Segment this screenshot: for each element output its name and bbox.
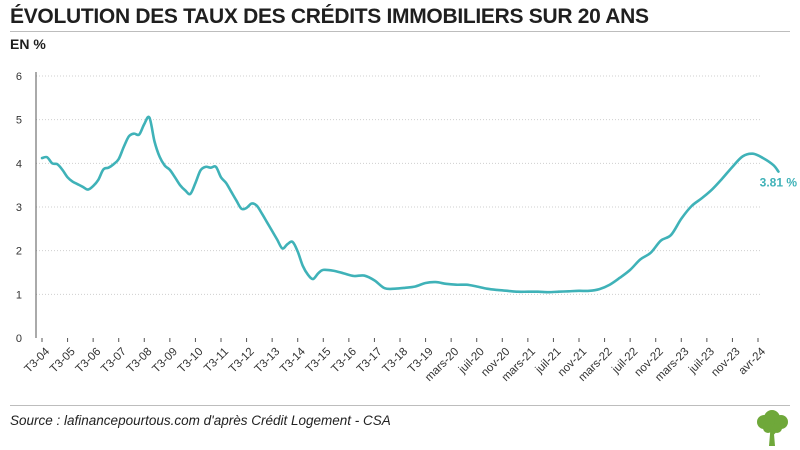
y-tick-label: 6 (16, 71, 22, 83)
x-tick-label: T3-17 (355, 346, 385, 376)
gridlines (36, 75, 762, 295)
y-tick-label: 3 (16, 202, 22, 214)
title-divider (10, 31, 790, 32)
source-note: Source : lafinancepourtous.com d'après C… (10, 413, 391, 428)
x-tick-label: avr-24 (737, 345, 769, 377)
y-tick-label: 4 (16, 158, 22, 170)
x-tick-label: T3-05 (48, 346, 78, 376)
x-tick-label: T3-09 (150, 346, 180, 376)
x-tick-label: nov-23 (709, 346, 742, 379)
unit-label: EN % (10, 36, 46, 52)
x-tick-label: T3-14 (278, 345, 308, 375)
x-tick-label: T3-15 (304, 346, 334, 376)
x-axis-ticks: T3-04T3-05T3-06T3-07T3-08T3-09T3-10T3-11… (22, 338, 769, 384)
x-tick-label: T3-04 (22, 345, 52, 375)
x-tick-label: T3-12 (227, 346, 257, 376)
x-tick-label: T3-07 (99, 346, 129, 376)
footer-divider (10, 405, 790, 406)
x-tick-label: T3-18 (380, 346, 410, 376)
end-value-label: 3.81 % (760, 176, 798, 190)
y-tick-label: 0 (16, 333, 22, 345)
y-tick-label: 1 (16, 289, 22, 301)
x-tick-label: T3-16 (329, 346, 359, 376)
x-tick-label: T3-10 (176, 346, 206, 376)
y-axis-ticks: 0 1 2 3 4 5 6 (16, 71, 22, 345)
y-tick-label: 5 (16, 115, 22, 127)
y-tick-label: 2 (16, 246, 22, 258)
x-tick-label: T3-08 (125, 346, 155, 376)
chart-title: ÉVOLUTION DES TAUX DES CRÉDITS IMMOBILIE… (10, 5, 649, 28)
tree-logo-icon (757, 410, 788, 446)
series-line-taux (40, 115, 780, 294)
x-tick-label: T3-06 (74, 346, 104, 376)
x-tick-label: T3-13 (253, 346, 283, 376)
x-tick-label: T3-11 (202, 346, 231, 375)
